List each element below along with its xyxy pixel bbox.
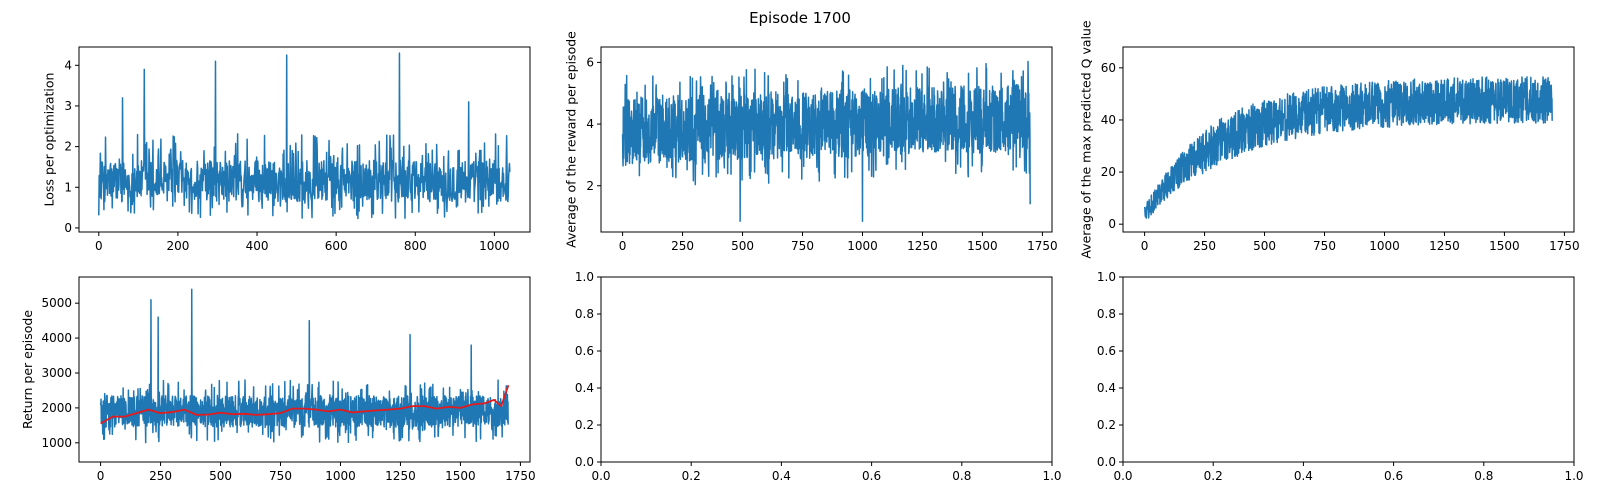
x-tick-label: 250 — [671, 239, 694, 253]
subplot-return: 0 250 500 750 1000 1250 1500 1750 1000 2000 3000 40… — [20, 276, 536, 483]
plot-area — [1143, 76, 1553, 219]
y-tick-label: 5000 — [41, 296, 72, 310]
y-tick-label: 0 — [64, 221, 72, 235]
x-tick-label: 1250 — [385, 469, 416, 483]
x-tick-label: 500 — [209, 469, 232, 483]
series-line — [98, 52, 511, 220]
y-tick-label: 6 — [586, 55, 594, 69]
x-tick-label: 1500 — [445, 469, 476, 483]
x-tick-label: 0 — [95, 239, 103, 253]
x-tick-label: 0.0 — [1113, 469, 1132, 483]
y-tick-label: 4 — [586, 117, 594, 131]
x-tick-label: 200 — [166, 239, 189, 253]
x-tick-label: 1000 — [847, 239, 878, 253]
x-tick-label: 600 — [325, 239, 348, 253]
x-tick-label: 250 — [149, 469, 172, 483]
axes-frame — [78, 46, 531, 233]
x-tick-label: 250 — [1193, 239, 1216, 253]
x-tick-label: 1.0 — [1042, 469, 1061, 483]
x-tick-label: 0 — [97, 469, 105, 483]
y-tick-label: 40 — [1101, 113, 1116, 127]
x-tick-label: 1000 — [479, 239, 510, 253]
x-tick-label: 1500 — [967, 239, 998, 253]
subplot-empty-2: 0.0 0.2 0.4 0.6 0.8 1.0 0.0 0.2 0.4 0.6 0.8 1.0 — [1097, 270, 1584, 483]
x-tick-label: 1250 — [907, 239, 938, 253]
plot-area — [98, 52, 511, 220]
subplot-loss: 0 200 400 600 800 1000 0 1 2 3 4 Loss per optimizat… — [42, 46, 531, 253]
x-tick-label: 800 — [404, 239, 427, 253]
x-tick-label: 0 — [619, 239, 627, 253]
x-tick-label: 1250 — [1429, 239, 1460, 253]
x-tick-label: 0.4 — [1294, 469, 1313, 483]
x-tick-label: 1500 — [1489, 239, 1520, 253]
y-axis-label: Average of the max predicted Q value — [1078, 20, 1093, 259]
y-tick-label: 1.0 — [575, 270, 594, 284]
y-tick-label: 4 — [64, 58, 72, 72]
y-tick-label: 2 — [586, 179, 594, 193]
y-axis-label: Loss per optimization — [42, 73, 57, 207]
y-tick-label: 1000 — [41, 436, 72, 450]
y-tick-label: 0.0 — [1097, 455, 1116, 469]
axes-frame — [600, 276, 1053, 463]
x-tick-label: 500 — [1253, 239, 1276, 253]
x-tick-label: 500 — [731, 239, 754, 253]
x-tick-label: 0.6 — [862, 469, 881, 483]
y-tick-label: 0.2 — [575, 418, 594, 432]
axes-frame — [1122, 46, 1575, 233]
series-line — [99, 288, 509, 444]
figure-title: Episode 1700 — [749, 9, 851, 27]
axes-frame — [78, 276, 531, 463]
axes-frame — [1122, 276, 1575, 463]
y-axis-label: Return per episode — [20, 310, 35, 429]
plot-area — [621, 60, 1031, 222]
y-tick-label: 2 — [64, 140, 72, 154]
x-tick-label: 1750 — [1549, 239, 1580, 253]
x-tick-label: 0.8 — [952, 469, 971, 483]
y-tick-label: 0.6 — [575, 344, 594, 358]
series-line — [621, 60, 1031, 222]
y-tick-label: 3 — [64, 99, 72, 113]
x-tick-label: 1000 — [1369, 239, 1400, 253]
x-tick-label: 0.4 — [772, 469, 791, 483]
y-tick-label: 0.8 — [575, 307, 594, 321]
subplot-empty-1: 0.0 0.2 0.4 0.6 0.8 1.0 0.0 0.2 0.4 0.6 0.8 1.0 — [575, 270, 1062, 483]
y-tick-label: 0.0 — [575, 455, 594, 469]
plot-area — [99, 288, 510, 444]
y-tick-label: 20 — [1101, 165, 1116, 179]
y-tick-label: 2000 — [41, 401, 72, 415]
y-axis-label: Average of the reward per episode — [564, 31, 579, 248]
x-tick-label: 1750 — [1027, 239, 1058, 253]
x-tick-label: 0.8 — [1474, 469, 1493, 483]
y-tick-label: 0 — [1108, 217, 1116, 231]
x-tick-label: 1750 — [505, 469, 536, 483]
y-tick-label: 1.0 — [1097, 270, 1116, 284]
axes-frame — [600, 46, 1053, 233]
subplot-reward: 0 250 500 750 1000 1250 1500 1750 2 4 6 Average of … — [564, 31, 1058, 253]
y-tick-label: 4000 — [41, 331, 72, 345]
x-tick-label: 0.6 — [1384, 469, 1403, 483]
x-tick-label: 750 — [791, 239, 814, 253]
y-tick-label: 0.4 — [1097, 381, 1116, 395]
x-tick-label: 400 — [246, 239, 269, 253]
y-tick-label: 1 — [64, 180, 72, 194]
x-tick-label: 750 — [269, 469, 292, 483]
y-tick-label: 0.4 — [575, 381, 594, 395]
x-tick-label: 0.0 — [591, 469, 610, 483]
x-tick-label: 0 — [1141, 239, 1149, 253]
x-tick-label: 750 — [1313, 239, 1336, 253]
x-tick-label: 0.2 — [1204, 469, 1223, 483]
subplot-q-value: 0 250 500 750 1000 1250 1500 1750 0 20 40 60 Average… — [1078, 20, 1579, 259]
x-tick-label: 1.0 — [1564, 469, 1583, 483]
y-tick-label: 0.8 — [1097, 307, 1116, 321]
series-line — [1143, 76, 1553, 219]
y-tick-label: 0.6 — [1097, 344, 1116, 358]
moving-average-line — [100, 384, 510, 425]
y-tick-label: 60 — [1101, 61, 1116, 75]
y-tick-label: 0.2 — [1097, 418, 1116, 432]
y-tick-label: 3000 — [41, 366, 72, 380]
x-tick-label: 1000 — [325, 469, 356, 483]
x-tick-label: 0.2 — [682, 469, 701, 483]
